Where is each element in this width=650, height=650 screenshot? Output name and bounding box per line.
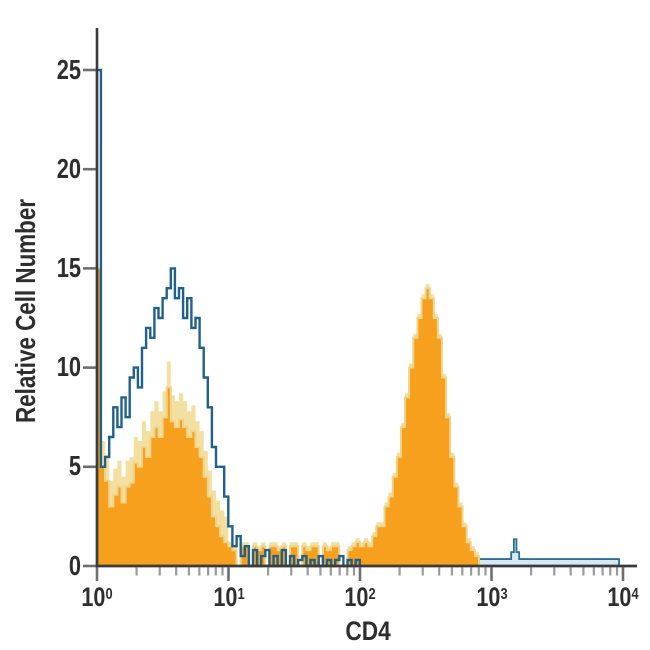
y-tick-label-0: 0 [68, 549, 81, 581]
x-tick-label-10e2: 102 [344, 582, 376, 612]
y-tick-label-20: 20 [56, 152, 81, 184]
x-tick-label-10e1: 101 [212, 582, 245, 612]
y-tick-label-15: 15 [56, 251, 81, 283]
y-tick-label-5: 5 [68, 450, 81, 482]
y-axis-title: Relative Cell Number [10, 198, 41, 424]
y-tick-label-10: 10 [56, 351, 81, 383]
x-tick-label-10e3: 103 [475, 582, 508, 612]
x-tick-label-10e0: 100 [81, 582, 113, 612]
x-axis-title: CD4 [345, 616, 391, 646]
x-tick-label-10e4: 104 [607, 582, 639, 612]
y-tick-label-25: 25 [56, 53, 81, 85]
axis-ticks [83, 68, 625, 581]
